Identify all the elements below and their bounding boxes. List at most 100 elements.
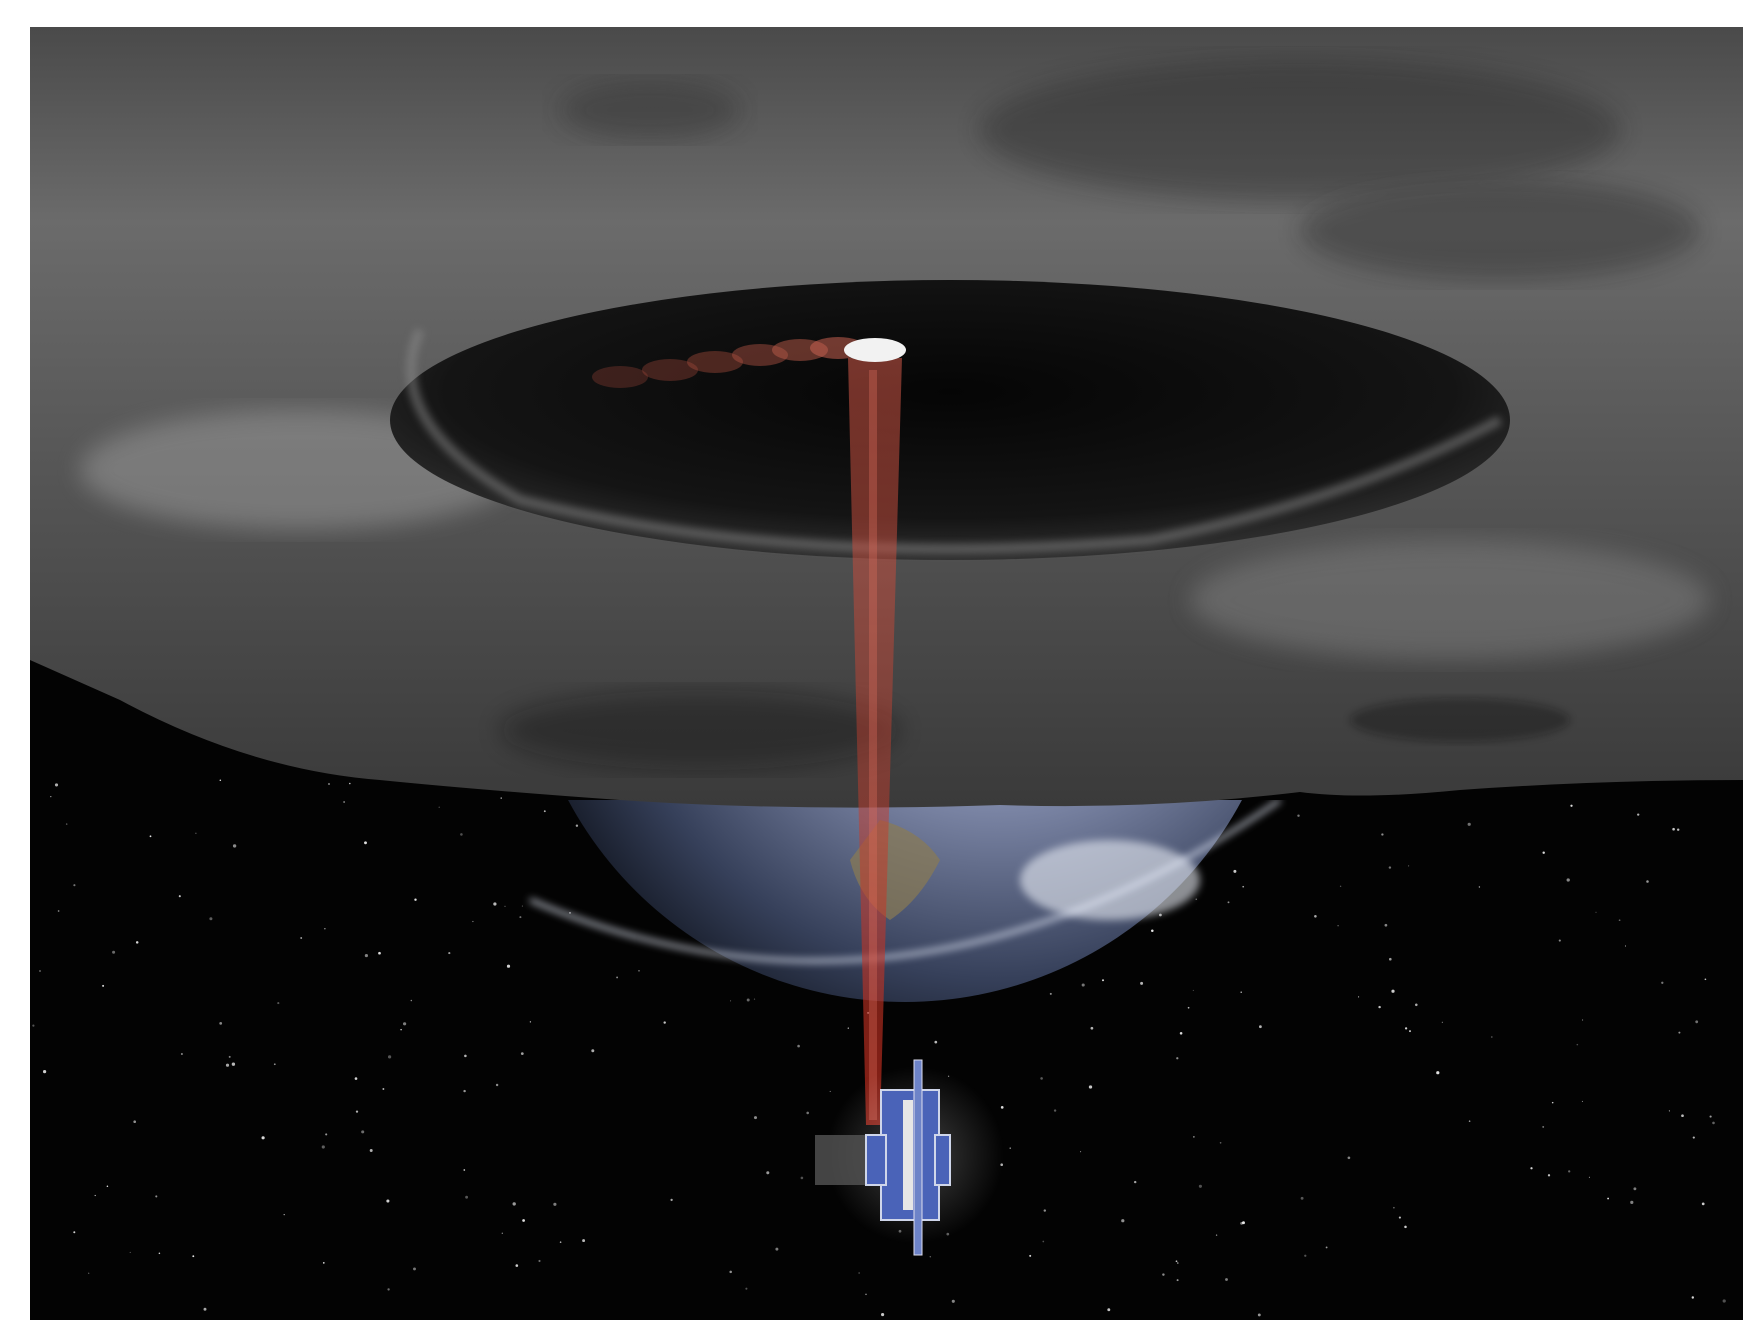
star bbox=[1133, 1180, 1137, 1184]
star bbox=[465, 1195, 468, 1199]
star bbox=[102, 984, 105, 987]
star bbox=[538, 1259, 541, 1263]
star bbox=[1259, 1025, 1262, 1029]
star bbox=[1393, 1206, 1395, 1209]
star bbox=[322, 1262, 325, 1264]
star bbox=[180, 1052, 183, 1056]
laser-spot bbox=[844, 338, 906, 362]
star bbox=[1467, 822, 1471, 826]
star bbox=[43, 1070, 47, 1074]
star bbox=[133, 1120, 137, 1124]
star bbox=[1709, 1115, 1712, 1118]
star bbox=[670, 1198, 673, 1202]
star bbox=[512, 1202, 516, 1206]
star bbox=[1676, 828, 1680, 831]
star bbox=[1695, 1020, 1699, 1024]
star bbox=[463, 1169, 466, 1171]
star bbox=[232, 844, 237, 848]
star bbox=[1000, 1106, 1004, 1109]
star bbox=[1159, 913, 1162, 917]
star bbox=[1582, 1019, 1584, 1021]
star bbox=[1358, 996, 1360, 998]
star bbox=[929, 1256, 932, 1258]
star bbox=[195, 832, 197, 834]
star bbox=[460, 833, 463, 836]
star bbox=[1624, 945, 1627, 947]
star bbox=[1195, 898, 1197, 900]
star bbox=[1176, 1057, 1179, 1060]
star bbox=[504, 905, 506, 907]
star bbox=[1040, 1077, 1043, 1080]
star bbox=[1219, 1141, 1222, 1144]
star bbox=[231, 1062, 236, 1066]
star bbox=[1408, 865, 1410, 867]
star bbox=[1225, 1278, 1228, 1281]
star bbox=[1053, 1109, 1057, 1112]
star bbox=[1304, 1254, 1307, 1257]
star bbox=[522, 1219, 525, 1222]
star bbox=[575, 824, 579, 827]
star bbox=[1300, 1196, 1304, 1200]
star bbox=[158, 1252, 161, 1255]
star bbox=[1177, 1262, 1179, 1264]
star bbox=[506, 964, 511, 968]
star bbox=[1240, 991, 1242, 993]
star bbox=[543, 810, 546, 813]
star bbox=[1378, 1005, 1381, 1009]
star bbox=[1436, 1071, 1440, 1075]
star bbox=[1347, 1156, 1351, 1160]
star bbox=[438, 806, 440, 808]
earth-limb bbox=[529, 800, 1282, 963]
star bbox=[559, 1241, 562, 1243]
star bbox=[746, 998, 750, 1002]
star bbox=[753, 1116, 758, 1120]
star bbox=[57, 910, 60, 912]
star bbox=[1404, 1225, 1407, 1229]
star bbox=[1668, 1110, 1670, 1112]
star bbox=[775, 1247, 779, 1251]
star bbox=[1193, 1136, 1195, 1138]
star bbox=[1468, 1120, 1471, 1122]
star bbox=[1490, 1036, 1493, 1038]
star bbox=[1530, 1167, 1533, 1170]
solar-panel bbox=[934, 1134, 951, 1186]
star bbox=[300, 937, 303, 939]
star bbox=[1478, 886, 1481, 888]
star bbox=[1409, 1030, 1411, 1033]
star bbox=[1009, 1147, 1011, 1149]
star bbox=[1088, 1085, 1093, 1089]
star bbox=[219, 1022, 223, 1025]
star bbox=[1630, 1200, 1634, 1204]
star bbox=[387, 1055, 392, 1059]
star bbox=[349, 782, 351, 785]
star bbox=[192, 1255, 195, 1258]
star bbox=[354, 1077, 358, 1080]
star bbox=[1415, 1003, 1418, 1007]
star bbox=[1325, 1246, 1328, 1249]
star bbox=[1607, 1197, 1610, 1200]
star bbox=[261, 1136, 265, 1140]
solar-panel bbox=[913, 1059, 923, 1256]
star bbox=[745, 1287, 748, 1290]
star bbox=[361, 1130, 365, 1134]
star bbox=[501, 1232, 503, 1234]
star bbox=[766, 1171, 770, 1175]
star bbox=[1384, 923, 1388, 927]
star bbox=[515, 1264, 519, 1267]
laser-beam bbox=[848, 358, 902, 1125]
star bbox=[203, 1307, 207, 1311]
star bbox=[1029, 1254, 1032, 1257]
star bbox=[402, 1022, 407, 1026]
star bbox=[73, 1231, 76, 1234]
star bbox=[1558, 939, 1561, 942]
star bbox=[1314, 915, 1317, 918]
star bbox=[529, 1021, 532, 1023]
star bbox=[382, 1088, 385, 1090]
star bbox=[1404, 1027, 1408, 1030]
star bbox=[1151, 929, 1154, 932]
star bbox=[386, 1199, 390, 1203]
surface-texture bbox=[80, 60, 1710, 770]
star bbox=[616, 976, 619, 979]
star bbox=[1049, 992, 1052, 995]
